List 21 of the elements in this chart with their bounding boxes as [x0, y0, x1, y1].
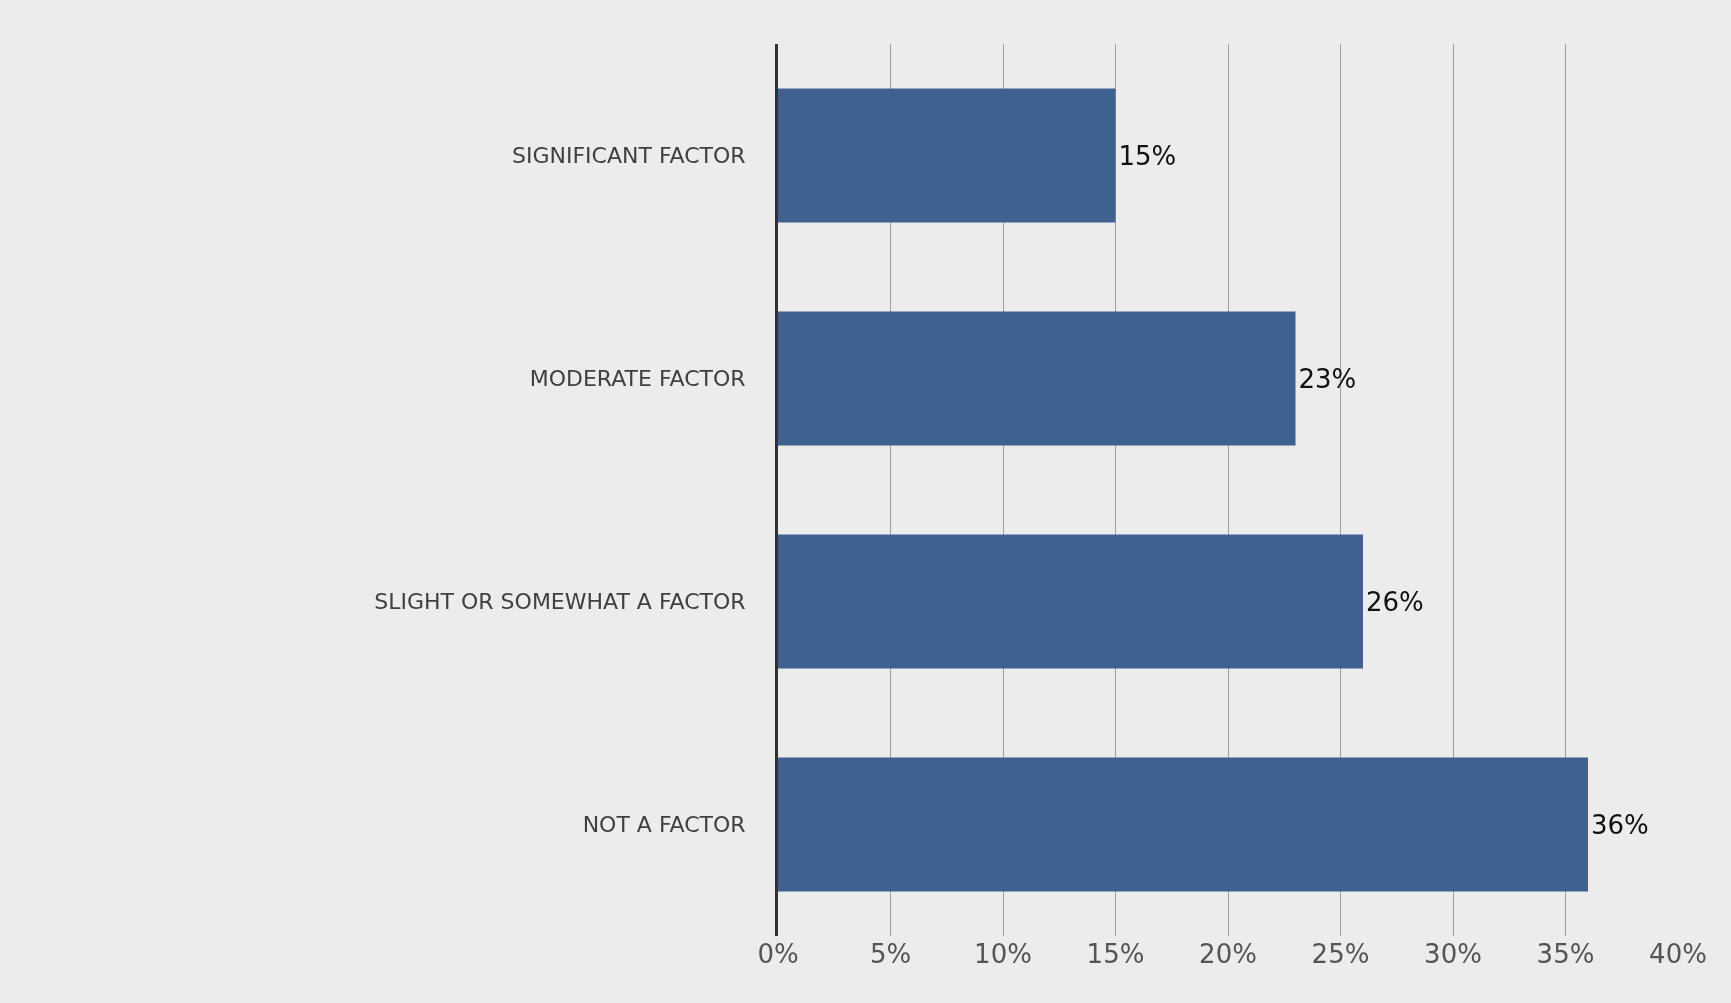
x-tick-label: 35% — [1536, 939, 1595, 969]
data-label: 15% — [1118, 140, 1177, 171]
x-tick-label: 25% — [1311, 939, 1370, 969]
data-label: 23% — [1298, 363, 1357, 394]
x-tick-label: 0% — [757, 939, 799, 969]
bar — [778, 88, 1116, 223]
x-tick-label: 20% — [1199, 939, 1257, 969]
y-tick-label: MODERATE FACTOR — [529, 366, 746, 392]
x-tick-label: 15% — [1086, 939, 1145, 969]
y-tick-label: NOT A FACTOR — [582, 812, 746, 838]
data-label: 36% — [1591, 809, 1649, 840]
x-tick-label: 40% — [1649, 939, 1707, 969]
x-tick-label: 10% — [974, 939, 1032, 969]
x-tick-label: 5% — [869, 939, 912, 969]
y-tick-label: SLIGHT OR SOMEWHAT A FACTOR — [374, 589, 746, 615]
bar — [778, 757, 1588, 892]
bar — [778, 311, 1296, 446]
bar — [778, 534, 1363, 669]
data-label: 26% — [1366, 586, 1424, 617]
y-tick-label: SIGNIFICANT FACTOR — [512, 143, 746, 169]
x-tick-label: 30% — [1424, 939, 1482, 969]
